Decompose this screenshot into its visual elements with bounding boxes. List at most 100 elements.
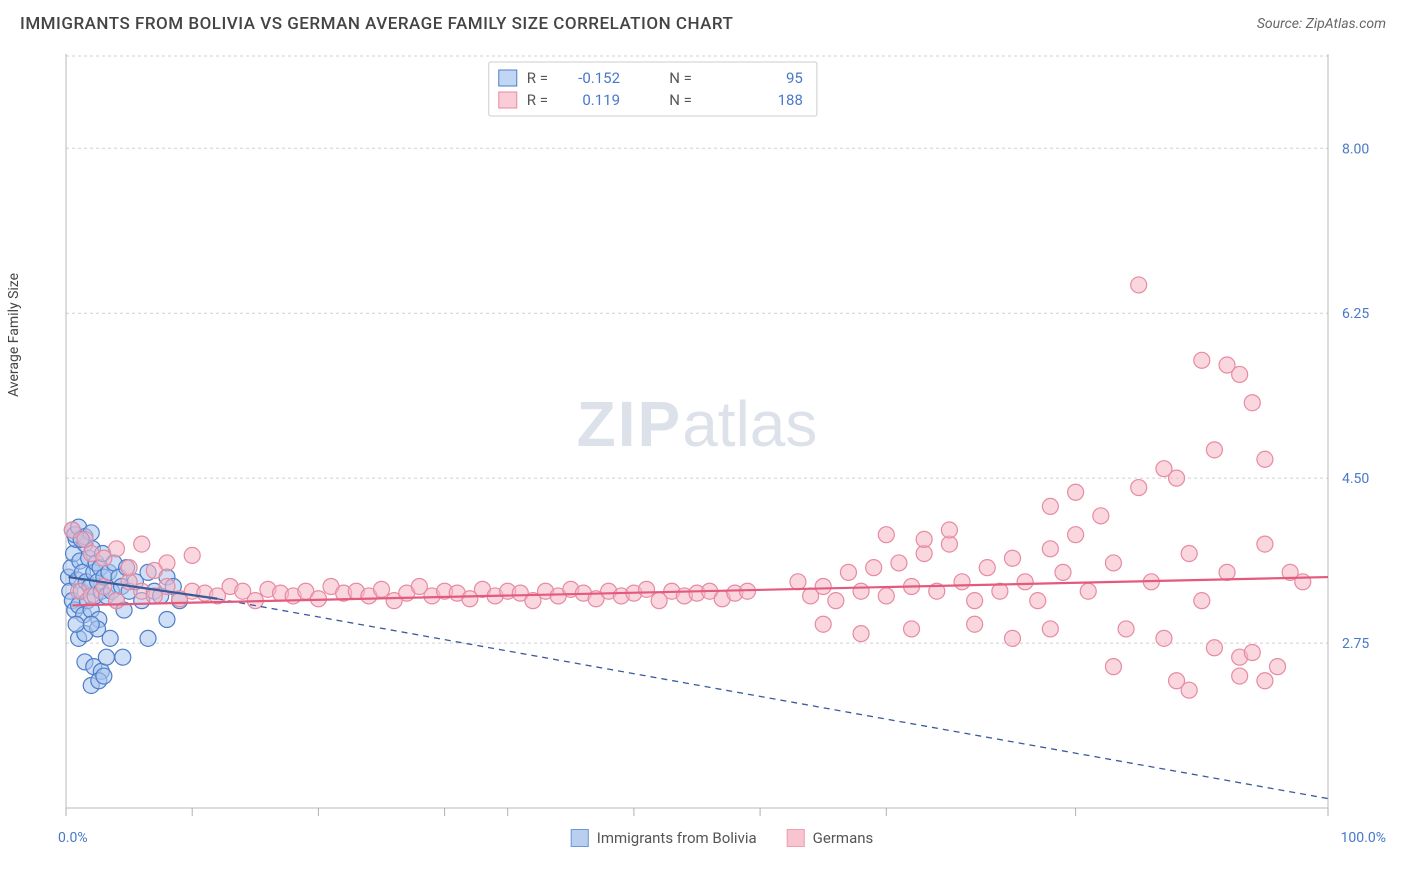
chart-area: Average Family Size 2.754.506.258.00ZIPa…: [20, 50, 1386, 852]
scatter-point: [184, 547, 200, 563]
legend-r-label: R =: [527, 69, 548, 87]
legend-r-label: R =: [527, 91, 548, 109]
scatter-point: [853, 583, 869, 599]
scatter-point: [853, 626, 869, 642]
svg-text:ZIPatlas: ZIPatlas: [577, 388, 818, 460]
scatter-plot: 2.754.506.258.00ZIPatlasR =-0.152N =95R …: [58, 50, 1386, 822]
scatter-point: [1156, 630, 1172, 646]
y-axis-label: Average Family Size: [6, 273, 22, 397]
legend-n-label: N =: [669, 69, 692, 87]
scatter-point: [954, 574, 970, 590]
scatter-point: [1194, 352, 1210, 368]
scatter-point: [878, 527, 894, 543]
scatter-point: [1219, 564, 1235, 580]
scatter-point: [1270, 659, 1286, 675]
scatter-point: [1068, 484, 1084, 500]
scatter-point: [1244, 395, 1260, 411]
scatter-point: [1042, 621, 1058, 637]
scatter-point: [1042, 541, 1058, 557]
chart-header: IMMIGRANTS FROM BOLIVIA VS GERMAN AVERAG…: [0, 0, 1406, 44]
scatter-point: [1118, 621, 1134, 637]
scatter-point: [815, 616, 831, 632]
x-axis-min-label: 0.0%: [58, 830, 88, 846]
legend-item: Immigrants from Bolivia: [571, 829, 757, 847]
scatter-point: [1257, 673, 1273, 689]
scatter-point: [866, 560, 882, 576]
scatter-point: [904, 621, 920, 637]
scatter-point: [102, 630, 118, 646]
scatter-point: [1042, 498, 1058, 514]
scatter-point: [941, 522, 957, 538]
scatter-point: [1105, 555, 1121, 571]
scatter-point: [96, 668, 112, 684]
scatter-point: [1194, 593, 1210, 609]
svg-text:4.50: 4.50: [1342, 471, 1369, 487]
scatter-point: [1181, 546, 1197, 562]
scatter-point: [1131, 480, 1147, 496]
x-axis-max-label: 100.0%: [1341, 830, 1386, 846]
scatter-point: [108, 593, 124, 609]
scatter-point: [1295, 574, 1311, 590]
legend-r-value: -0.152: [578, 69, 620, 87]
scatter-point: [134, 536, 150, 552]
scatter-point: [1257, 536, 1273, 552]
scatter-point: [815, 579, 831, 595]
scatter-point: [828, 593, 844, 609]
scatter-point: [639, 581, 655, 597]
legend-swatch: [571, 829, 589, 847]
scatter-point: [1105, 659, 1121, 675]
source-label: Source: ZipAtlas.com: [1257, 16, 1386, 32]
trend-line-dashed: [217, 599, 1328, 799]
bottom-legend: 0.0% Immigrants from Bolivia Germans 100.…: [58, 824, 1386, 852]
legend-n-value: 95: [786, 69, 803, 87]
scatter-point: [1068, 527, 1084, 543]
legend-swatch: [787, 829, 805, 847]
scatter-point: [83, 616, 99, 632]
scatter-point: [979, 560, 995, 576]
series-legend: Immigrants from Bolivia Germans: [571, 829, 874, 847]
scatter-point: [1156, 461, 1172, 477]
scatter-point: [1232, 366, 1248, 382]
scatter-point: [891, 555, 907, 571]
scatter-point: [1055, 564, 1071, 580]
scatter-point: [140, 630, 156, 646]
scatter-point: [98, 649, 114, 665]
scatter-point: [1257, 451, 1273, 467]
scatter-point: [916, 531, 932, 547]
scatter-point: [77, 531, 93, 547]
legend-n-value: 188: [778, 91, 803, 109]
legend-item: Germans: [787, 829, 874, 847]
svg-text:8.00: 8.00: [1342, 141, 1369, 157]
scatter-point: [68, 616, 84, 632]
scatter-point: [1232, 668, 1248, 684]
scatter-point: [1030, 593, 1046, 609]
scatter-point: [790, 574, 806, 590]
scatter-point: [878, 588, 894, 604]
scatter-point: [1080, 583, 1096, 599]
chart-title: IMMIGRANTS FROM BOLIVIA VS GERMAN AVERAG…: [20, 14, 733, 34]
scatter-point: [1017, 574, 1033, 590]
scatter-point: [1244, 644, 1260, 660]
scatter-point: [146, 562, 162, 578]
scatter-point: [1093, 508, 1109, 524]
scatter-point: [967, 593, 983, 609]
scatter-point: [1131, 277, 1147, 293]
scatter-point: [159, 612, 175, 628]
scatter-point: [967, 616, 983, 632]
legend-swatch: [499, 92, 517, 108]
scatter-point: [1206, 442, 1222, 458]
legend-swatch: [499, 70, 517, 86]
legend-n-label: N =: [669, 91, 692, 109]
scatter-point: [115, 649, 131, 665]
scatter-point: [840, 564, 856, 580]
scatter-point: [1005, 550, 1021, 566]
legend-r-value: 0.119: [582, 91, 620, 109]
scatter-point: [108, 541, 124, 557]
legend-label: Germans: [813, 829, 874, 847]
scatter-point: [374, 581, 390, 597]
scatter-point: [1181, 682, 1197, 698]
scatter-point: [1206, 640, 1222, 656]
legend-label: Immigrants from Bolivia: [597, 829, 757, 847]
scatter-point: [1005, 630, 1021, 646]
svg-text:2.75: 2.75: [1342, 636, 1369, 652]
